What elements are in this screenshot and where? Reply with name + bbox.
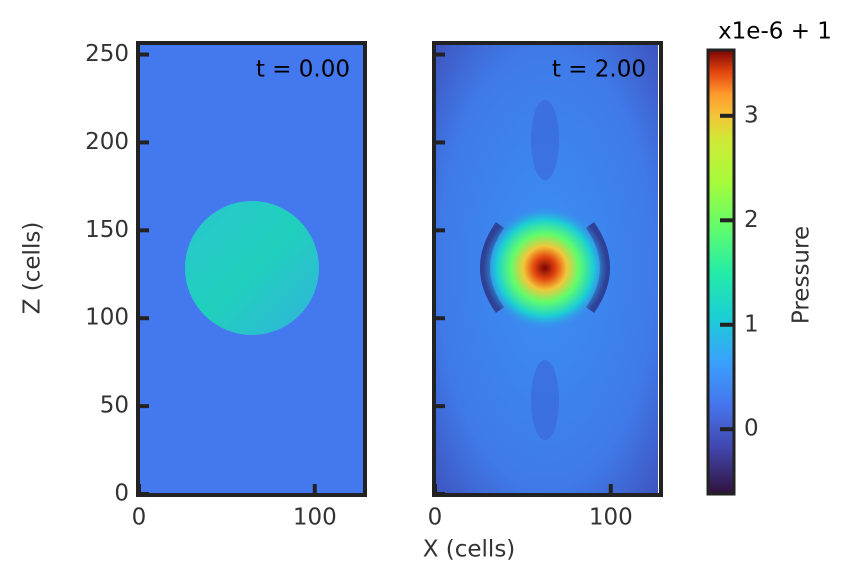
x-tick-label: 100 xyxy=(589,505,633,531)
colorbar-tick-label: 0 xyxy=(744,416,759,442)
colorbar xyxy=(708,50,734,494)
y-tick-label: 100 xyxy=(85,305,129,331)
panel-image-0 xyxy=(139,44,364,494)
panel-annotation: t = 0.00 xyxy=(256,57,350,83)
colorbar-offset: x1e-6 + 1 xyxy=(718,19,832,45)
colorbar-tick-label: 2 xyxy=(744,207,759,233)
colorbar-label: Pressure xyxy=(789,226,815,324)
panel-frame xyxy=(432,41,663,497)
y-tick-label: 250 xyxy=(85,41,129,67)
y-tick-label: 0 xyxy=(114,481,129,507)
panel-frame xyxy=(136,41,367,497)
y-tick-label: 150 xyxy=(85,217,129,243)
x-tick-label: 100 xyxy=(293,505,337,531)
x-tick-label: 0 xyxy=(132,505,147,531)
panel-image-1 xyxy=(435,44,658,494)
colorbar-tick-label: 1 xyxy=(744,311,759,337)
colorbar-tick-label: 3 xyxy=(744,102,759,128)
colorbar-frame xyxy=(706,48,736,496)
x-tick-label: 0 xyxy=(428,505,443,531)
y-tick-label: 50 xyxy=(100,393,129,419)
y-tick-label: 200 xyxy=(85,129,129,155)
panel-annotation: t = 2.00 xyxy=(552,57,646,83)
x-label: X (cells) xyxy=(423,537,516,563)
y-label: Z (cells) xyxy=(20,222,46,315)
